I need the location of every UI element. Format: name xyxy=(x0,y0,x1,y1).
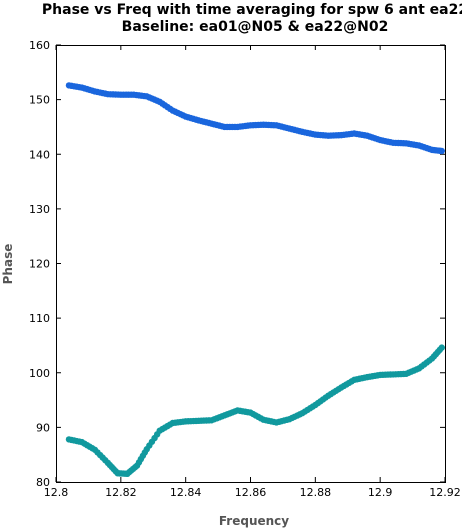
x-tick-label: 12.8 xyxy=(44,486,69,499)
y-tick-label: 140 xyxy=(29,148,50,161)
x-tick-label: 12.9 xyxy=(368,486,393,499)
y-tick-label: 130 xyxy=(29,203,50,216)
y-tick-label: 110 xyxy=(29,312,50,325)
x-tick-label: 12.84 xyxy=(170,486,202,499)
chart-title: Phase vs Freq with time averaging for sp… xyxy=(42,2,462,18)
data-point xyxy=(438,344,445,351)
plot-frame xyxy=(56,45,446,483)
chart-subtitle: Baseline: ea01@N05 & ea22@N02 xyxy=(122,19,389,35)
y-tick-label: 100 xyxy=(29,367,50,380)
x-tick-label: 12.88 xyxy=(300,486,332,499)
y-tick-label: 90 xyxy=(36,421,50,434)
x-tick-label: 12.86 xyxy=(235,486,267,499)
y-tick-label: 80 xyxy=(36,476,50,489)
x-axis-label: Frequency xyxy=(219,514,289,528)
series-2 xyxy=(65,344,445,478)
y-tick-label: 120 xyxy=(29,258,50,271)
y-axis-label: Phase xyxy=(1,244,15,285)
axis-tick-labels: 12.8 12.82 12.84 12.86 12.88 12.9 12.92 80 90 100… xyxy=(29,39,461,499)
data-series xyxy=(65,82,445,478)
x-tick-label: 12.82 xyxy=(105,486,137,499)
x-tick-label: 12.92 xyxy=(429,486,461,499)
data-point xyxy=(438,147,445,155)
axis-ticks xyxy=(55,44,446,483)
y-tick-label: 150 xyxy=(29,94,50,107)
series-1 xyxy=(65,82,445,155)
y-tick-label: 160 xyxy=(29,39,50,52)
